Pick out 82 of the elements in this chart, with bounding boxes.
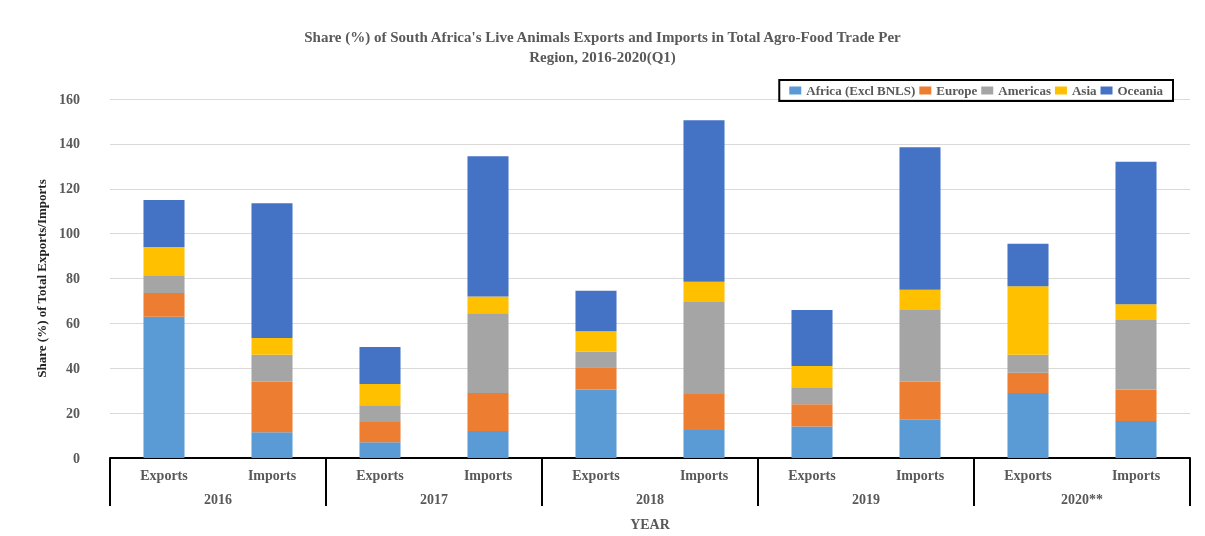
bar <box>143 316 185 458</box>
y-tick-label: 40 <box>66 360 80 376</box>
text: 2017 <box>420 491 448 507</box>
bar <box>359 422 401 443</box>
bar <box>1115 420 1157 458</box>
bar <box>683 394 725 430</box>
y-tick-label: 0 <box>73 450 80 466</box>
bar <box>575 351 617 368</box>
x-tick-label: Imports <box>1111 467 1161 483</box>
bar <box>1007 286 1049 355</box>
bar <box>899 147 941 290</box>
bar <box>683 302 725 395</box>
x-axis-title: YEAR <box>630 516 671 532</box>
text: 2019 <box>852 491 880 507</box>
bar <box>143 199 185 248</box>
bar <box>359 442 401 458</box>
y-tick-label: 160 <box>59 91 80 107</box>
x-tick-label: Exports <box>572 467 621 483</box>
bar <box>467 313 509 393</box>
bar <box>143 275 185 294</box>
bar <box>1007 392 1049 458</box>
bar <box>1115 389 1157 421</box>
legend-label: Americas <box>998 83 1051 98</box>
legend-label: Asia <box>1071 83 1098 98</box>
bar <box>1007 243 1049 287</box>
x-tick-label: Imports <box>247 467 297 483</box>
chart-title: Share (%) of South Africa's Live Animals Exports and Imports in Total Agro-Food Trade Per Region, 2016-2020(Q1) <box>304 29 902 66</box>
bar <box>1115 161 1157 305</box>
bar <box>1007 372 1049 393</box>
y-tick-label: 20 <box>66 405 80 421</box>
bar <box>899 289 941 310</box>
x-tick-label: Exports <box>140 467 189 483</box>
legend-label: Africa (Excl BNLS) <box>806 83 916 98</box>
y-tick-label: 100 <box>59 226 80 242</box>
bar <box>1115 320 1157 390</box>
bar <box>143 247 185 276</box>
y-tick-label: 80 <box>66 271 80 286</box>
bar <box>1007 354 1049 373</box>
bar <box>251 381 293 433</box>
legend-label: Oceania <box>1117 83 1164 98</box>
x-tick-label: Imports <box>463 467 513 483</box>
bar <box>683 281 725 303</box>
bar <box>143 293 185 317</box>
y-tick-label: 60 <box>66 315 80 331</box>
bar <box>359 383 401 406</box>
bar <box>899 419 941 458</box>
x-tick-label: Exports <box>1004 467 1053 483</box>
bar <box>467 156 509 297</box>
bar <box>359 405 401 423</box>
bar <box>791 366 833 388</box>
y-tick-label: 140 <box>59 136 80 152</box>
bar <box>791 387 833 405</box>
bar <box>575 331 617 352</box>
bar <box>467 392 509 432</box>
bar <box>899 309 941 382</box>
bar <box>899 381 941 420</box>
y-tick-label: 120 <box>59 181 80 197</box>
bar <box>251 337 293 355</box>
bar <box>251 354 293 382</box>
bar <box>1115 304 1157 321</box>
y-axis-title: Share (%) of Total Exports/Imports <box>34 179 50 378</box>
bar <box>791 309 833 367</box>
bar <box>791 426 833 458</box>
bar <box>251 203 293 338</box>
bar <box>575 367 617 390</box>
text: 2020** <box>1061 491 1103 507</box>
x-tick-label: Imports <box>679 467 729 483</box>
x-tick-label: Exports <box>356 467 405 483</box>
text: 2018 <box>636 491 664 507</box>
bar <box>251 432 293 458</box>
bar <box>575 389 617 458</box>
bar <box>467 296 509 314</box>
text: 2016 <box>204 491 232 507</box>
bar <box>683 120 725 282</box>
legend-label: Europe <box>936 83 978 98</box>
bar <box>683 429 725 458</box>
x-tick-label: Imports <box>895 467 945 483</box>
bar <box>791 404 833 427</box>
bar <box>575 290 617 332</box>
bar <box>467 431 509 458</box>
x-tick-label: Exports <box>788 467 837 483</box>
bar <box>359 346 401 384</box>
